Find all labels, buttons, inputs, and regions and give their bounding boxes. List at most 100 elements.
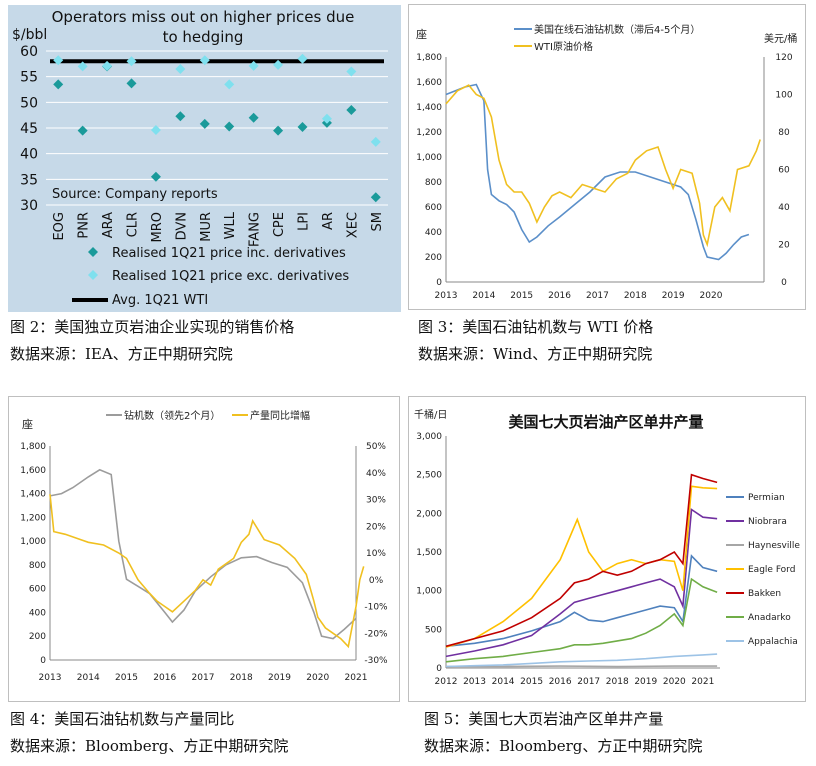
fig5-xtick: 2021 bbox=[691, 677, 714, 687]
fig5-legend-label: Haynesville bbox=[748, 541, 800, 551]
fig4-legend-yoy: 产量同比增幅 bbox=[250, 409, 310, 422]
fig3-ytick-left: 1,800 bbox=[416, 53, 442, 63]
fig4-ytick-left: 200 bbox=[29, 632, 46, 642]
fig2-title-line1: Operators miss out on higher prices due bbox=[52, 8, 355, 26]
fig5-ytick: 0 bbox=[436, 664, 442, 674]
fig4-ytick-left: 1,600 bbox=[20, 466, 46, 476]
fig4-xtick: 2021 bbox=[345, 673, 368, 683]
fig2-marker-inc bbox=[77, 125, 88, 136]
fig3-xtick: 2015 bbox=[510, 291, 533, 301]
fig2-xtick: CLR bbox=[126, 212, 141, 237]
fig4-caption-title: 图 4：美国石油钻机数与产量同比 bbox=[10, 710, 235, 728]
fig3-ytick-left: 600 bbox=[425, 203, 442, 213]
fig2-marker-inc bbox=[273, 125, 284, 136]
fig2-caption-title: 图 2：美国独立页岩油企业实现的销售价格 bbox=[10, 318, 295, 336]
fig4-ytick-left: 1,400 bbox=[20, 490, 46, 500]
fig5-series-niobrara bbox=[445, 508, 718, 658]
fig2-xtick: EOG bbox=[52, 212, 67, 241]
fig3-ytick-left: 1,000 bbox=[416, 153, 442, 163]
fig5-legend: Permian Niobrara Haynesville Eagle Ford Bakk… bbox=[726, 493, 800, 647]
fig3-xtick: 2016 bbox=[548, 291, 571, 301]
fig5-legend-label: Permian bbox=[748, 493, 785, 503]
fig5-ytick: 3,000 bbox=[416, 432, 442, 442]
fig3-xtick: 2014 bbox=[472, 291, 495, 301]
fig5-legend-label: Bakken bbox=[748, 589, 781, 599]
fig2-marker-inc bbox=[224, 121, 235, 132]
fig4-chart: 座 钻机数（领先2个月） 产量同比增幅 1,800 1,600 1,400 1,200… bbox=[8, 396, 400, 702]
fig5-legend-label: Anadarko bbox=[748, 613, 791, 623]
fig2-marker-exc bbox=[126, 56, 137, 67]
fig2-legend-marker-exc bbox=[88, 270, 98, 280]
fig5-xtick: 2016 bbox=[549, 677, 572, 687]
fig3-series-wti bbox=[445, 84, 761, 248]
fig2-marker-exc bbox=[297, 53, 308, 64]
fig2-marker-inc bbox=[175, 111, 186, 122]
fig4-legend-rigs: 钻机数（领先2个月） bbox=[124, 409, 220, 422]
fig4-ytick-right: 50% bbox=[366, 442, 386, 452]
fig4-ytick-right: 20% bbox=[366, 522, 386, 532]
fig2-y-ticks: 60 55 50 45 40 35 30 bbox=[20, 44, 38, 214]
fig5-ytick: 2,500 bbox=[416, 471, 442, 481]
fig2-marker-exc bbox=[224, 79, 235, 90]
fig2-xtick: MUR bbox=[199, 212, 214, 242]
fig2-xtick: AR bbox=[321, 212, 336, 230]
fig5-chart: 美国七大页岩油产区单井产量 千桶/日 3,000 2,500 2,000 1,500 1… bbox=[408, 396, 806, 702]
fig3-ytick-right: 120 bbox=[775, 53, 792, 63]
fig5-series-permian bbox=[445, 554, 718, 648]
fig2-marker-exc bbox=[273, 59, 284, 70]
fig3-ytick-left: 1,400 bbox=[416, 103, 442, 113]
fig5-xtick: 2014 bbox=[492, 677, 515, 687]
fig4-xtick: 2017 bbox=[192, 673, 215, 683]
fig5-legend-label: Niobrara bbox=[748, 517, 787, 527]
fig5-xtick: 2012 bbox=[435, 677, 458, 687]
fig3-ytick-right: 80 bbox=[778, 128, 790, 138]
fig3-ylabel-left: 座 bbox=[416, 27, 427, 41]
fig3-xtick: 2018 bbox=[624, 291, 647, 301]
fig2-legend-wti: Avg. 1Q21 WTI bbox=[112, 293, 208, 308]
fig4-axes: 1,800 1,600 1,400 1,200 1,000 800 600 400 200 0 50… bbox=[20, 442, 388, 683]
fig3-ytick-left: 1,600 bbox=[416, 78, 442, 88]
fig5-xtick: 2015 bbox=[520, 677, 543, 687]
fig5-legend-label: Appalachia bbox=[748, 637, 798, 647]
fig2-markers bbox=[53, 53, 381, 203]
fig3-series-rigs bbox=[445, 83, 750, 261]
fig5-ytick: 1,000 bbox=[416, 587, 442, 597]
fig3-chart: 座 美元/桶 美国在线石油钻机数（滞后4-5个月） WTI原油价格 1,800 1… bbox=[408, 4, 806, 310]
fig2-legend-exc: Realised 1Q21 price exc. derivatives bbox=[112, 269, 349, 284]
fig4-xtick: 2018 bbox=[230, 673, 253, 683]
fig4-ytick-right: 10% bbox=[366, 549, 386, 559]
fig2-legend-inc: Realised 1Q21 price inc. derivatives bbox=[112, 246, 346, 261]
fig3-ytick-right: 20 bbox=[778, 241, 790, 251]
fig3-ytick-left: 400 bbox=[425, 228, 442, 238]
fig2-caption-source: 数据来源：IEA、方正中期研究院 bbox=[10, 345, 233, 363]
fig2-xtick: PNR bbox=[77, 212, 92, 239]
fig4-ytick-right: -10% bbox=[364, 603, 388, 613]
fig2-marker-exc bbox=[199, 55, 210, 66]
fig3-xtick: 2013 bbox=[435, 291, 458, 301]
fig2-marker-exc bbox=[370, 136, 381, 147]
fig2-marker-inc bbox=[126, 78, 137, 89]
fig4-caption-source: 数据来源：Bloomberg、方正中期研究院 bbox=[10, 737, 289, 755]
fig5-caption-source: 数据来源：Bloomberg、方正中期研究院 bbox=[424, 737, 703, 755]
fig2-xtick: WLL bbox=[223, 211, 238, 239]
fig2-xtick: CPE bbox=[272, 212, 287, 237]
fig2-marker-exc bbox=[53, 55, 64, 66]
fig3-xtick: 2019 bbox=[662, 291, 685, 301]
fig4-ytick-right: -20% bbox=[364, 629, 388, 639]
fig2-xtick: LPI bbox=[297, 212, 312, 231]
fig2-chart: Operators miss out on higher prices due … bbox=[8, 5, 401, 312]
fig3-ytick-right: 100 bbox=[775, 91, 792, 101]
fig4-ytick-left: 400 bbox=[29, 608, 46, 618]
fig2-xtick: FANG bbox=[248, 212, 263, 247]
fig2-xtick: MRO bbox=[150, 212, 165, 242]
fig4-xtick: 2020 bbox=[306, 673, 329, 683]
fig2-gridlines bbox=[46, 50, 388, 206]
fig4-ytick-left: 1,200 bbox=[20, 513, 46, 523]
fig2-legend-marker-inc bbox=[88, 247, 98, 257]
fig3-ytick-left: 200 bbox=[425, 253, 442, 263]
fig2-annotation: Source: Company reports bbox=[52, 187, 218, 202]
fig2-marker-exc bbox=[77, 61, 88, 72]
fig5-xtick: 2019 bbox=[634, 677, 657, 687]
fig5-xtick: 2013 bbox=[463, 677, 486, 687]
fig2-marker-exc bbox=[346, 66, 357, 77]
